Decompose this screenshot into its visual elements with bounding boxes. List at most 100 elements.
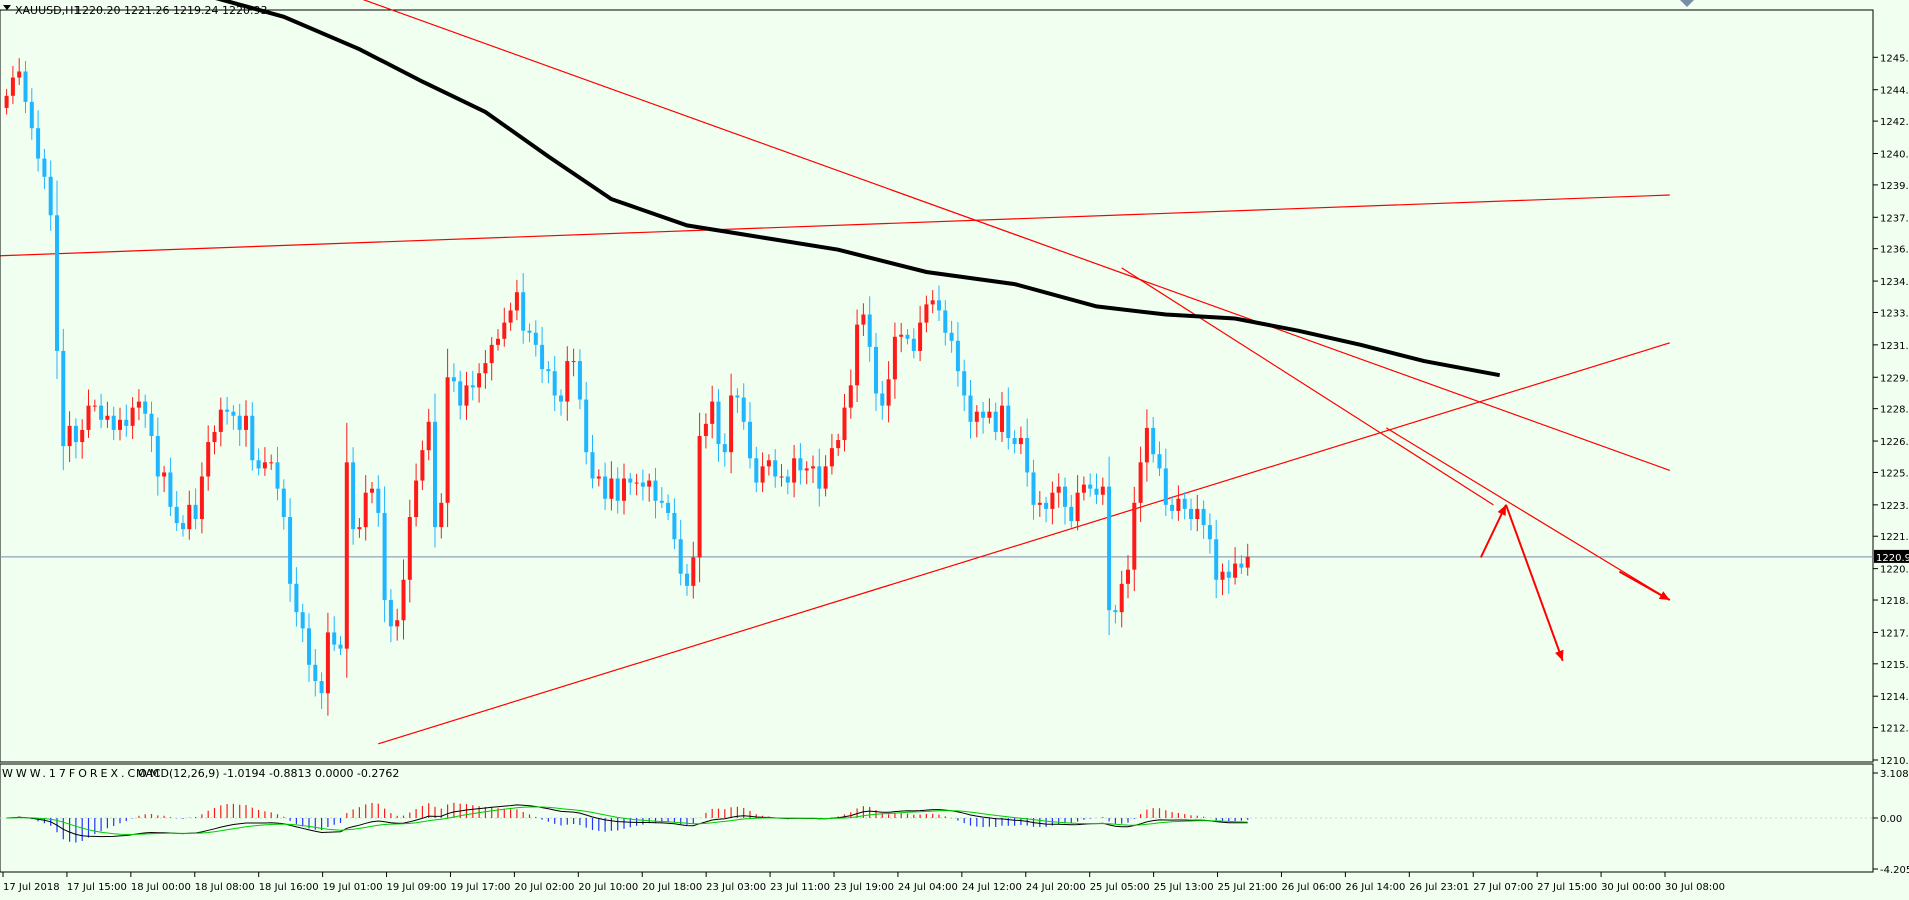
price-tick-label-10: 1229.80	[1880, 373, 1909, 384]
indicator-tick-label-1: 0.00	[1880, 814, 1902, 825]
candle-body-186	[1176, 498, 1181, 511]
candle-body-20	[130, 407, 135, 426]
candle-body-157	[993, 411, 998, 432]
time-axis: 17 Jul 2018 17 Jul 15:00 18 Jul 00:00 18 Ju…	[2, 872, 1725, 893]
candle-body-189	[1195, 508, 1200, 520]
candle-body-42	[269, 462, 274, 464]
candle-body-10	[67, 425, 72, 447]
candle-body-100	[634, 482, 639, 484]
candle-body-143	[905, 334, 910, 339]
candle-body-79	[502, 322, 507, 339]
candle-body-22	[143, 401, 148, 414]
candle-body-116	[735, 395, 740, 398]
candle-body-169	[1069, 506, 1074, 522]
chart-header: XAUUSD,H1 1220.20 1221.26 1219.24 1220.9…	[3, 4, 267, 17]
candle-body-117	[741, 397, 746, 422]
candle-body-46	[294, 583, 299, 613]
candle-body-14	[92, 405, 97, 407]
candle-body-63	[401, 579, 406, 621]
candle-body-41	[262, 462, 267, 469]
candle-body-182	[1151, 427, 1156, 455]
time-tick-label-15: 24 Jul 12:00	[962, 882, 1022, 893]
candle-body-119	[754, 458, 759, 483]
trendline-3	[1121, 267, 1494, 506]
price-tick-label-14: 1223.50	[1880, 501, 1909, 512]
candle-body-51	[325, 632, 330, 694]
candle-body-68	[433, 421, 437, 528]
candle-body-168	[1063, 486, 1067, 507]
candle-body-164	[1037, 502, 1042, 505]
arrow-shaft-1	[1505, 504, 1564, 662]
indicator-tick-label-0: 3.1085	[1880, 769, 1909, 780]
macd-indicator	[0, 802, 1873, 843]
candle-body-197	[1245, 556, 1250, 568]
candle-body-99	[628, 478, 633, 483]
candle-body-183	[1157, 454, 1162, 469]
current-price-tag-text: 1220.93	[1876, 553, 1909, 564]
arrowhead-icon-2	[1658, 591, 1670, 601]
candle-body-142	[899, 334, 904, 337]
candle-body-152	[962, 371, 967, 396]
candle-body-185	[1170, 504, 1175, 511]
candle-body-49	[313, 664, 318, 682]
candle-body-26	[168, 472, 173, 507]
candle-body-110	[697, 435, 702, 558]
price-tick-label-4: 1239.30	[1880, 181, 1909, 192]
candle-body-106	[672, 512, 677, 540]
indicator-tick-label-2: -4.2055	[1880, 865, 1909, 876]
scroll-marker-icon[interactable]	[1680, 0, 1694, 7]
candle-body-35	[225, 409, 230, 412]
candle-body-29	[187, 504, 192, 530]
candle-body-153	[968, 395, 973, 422]
time-tick-label-23: 27 Jul 07:00	[1473, 882, 1533, 893]
candle-body-58	[370, 488, 374, 493]
candle-body-24	[155, 435, 160, 477]
current-price-marker: 1220.93	[1874, 549, 1909, 564]
candle-body-36	[231, 411, 236, 416]
candle-body-179	[1132, 502, 1137, 570]
dropdown-triangle-icon[interactable]	[3, 5, 11, 10]
candle-body-109	[691, 557, 696, 586]
watermark-site: WWW.17FOREX.COM	[2, 767, 162, 780]
candle-body-163	[1031, 472, 1036, 505]
candle-body-195	[1233, 563, 1238, 578]
time-tick-label-18: 25 Jul 13:00	[1154, 882, 1214, 893]
candle-body-156	[987, 411, 992, 418]
candle-body-192	[1214, 539, 1219, 580]
candle-body-138	[874, 346, 878, 394]
trendline-4	[1385, 427, 1671, 601]
candle-body-149	[943, 310, 948, 333]
candle-body-105	[666, 502, 671, 513]
candle-body-108	[685, 573, 689, 586]
candle-body-154	[974, 411, 979, 422]
candle-body-193	[1220, 571, 1225, 580]
price-tick-label-2: 1242.45	[1880, 117, 1909, 128]
time-tick-label-4: 18 Jul 16:00	[259, 882, 319, 893]
candle-body-187	[1182, 498, 1187, 509]
price-tick-label-20: 1214.05	[1880, 692, 1909, 703]
candle-body-139	[880, 393, 885, 406]
candle-body-155	[981, 411, 986, 418]
candle-body-141	[892, 336, 897, 380]
candle-body-69	[439, 502, 444, 528]
candle-body-52	[332, 632, 337, 645]
candle-body-71	[451, 377, 456, 382]
candle-body-78	[496, 338, 500, 345]
candle-body-64	[407, 516, 412, 580]
candle-body-145	[918, 322, 923, 351]
candle-body-18	[118, 419, 122, 430]
candle-body-44	[281, 488, 286, 517]
candle-body-133	[842, 407, 847, 441]
candle-body-84	[533, 332, 538, 345]
candle-body-3	[23, 71, 28, 102]
candle-body-128	[811, 466, 815, 469]
trendline-2	[378, 342, 1670, 745]
price-tick-label-5: 1237.70	[1880, 213, 1909, 224]
price-tick-label-12: 1226.65	[1880, 437, 1909, 448]
candle-body-60	[382, 512, 387, 601]
price-tick-label-0: 1245.60	[1880, 53, 1909, 64]
candle-body-159	[1006, 405, 1011, 439]
candle-body-167	[1056, 486, 1061, 493]
time-tick-label-26: 30 Jul 08:00	[1665, 882, 1725, 893]
